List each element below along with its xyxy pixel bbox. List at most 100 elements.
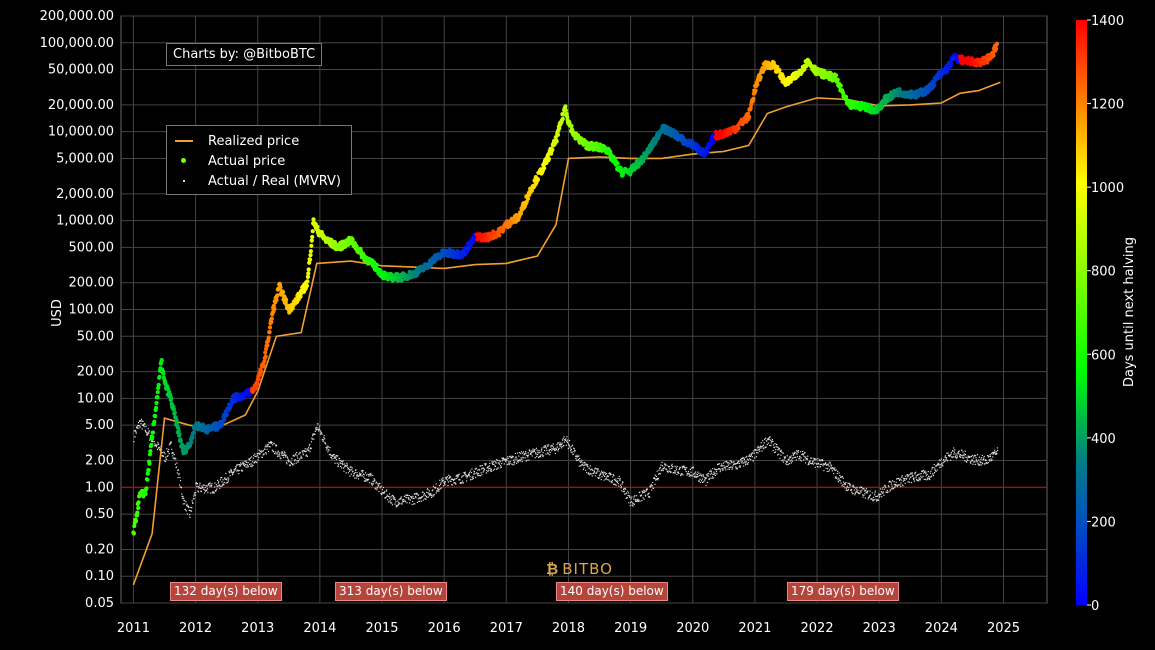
- mvrv-point: [678, 468, 680, 470]
- mvrv-point: [607, 475, 609, 478]
- mvrv-point: [337, 455, 339, 457]
- mvrv-point: [542, 455, 544, 457]
- mvrv-point: [763, 442, 765, 444]
- mvrv-point: [580, 461, 583, 463]
- mvrv-point: [156, 444, 158, 446]
- mvrv-point: [465, 475, 467, 477]
- mvrv-point: [610, 472, 612, 474]
- mvrv-point: [823, 469, 825, 472]
- mvrv-point: [631, 504, 633, 506]
- mvrv-point: [645, 488, 647, 490]
- mvrv-point: [649, 485, 651, 487]
- mvrv-point: [230, 468, 232, 470]
- mvrv-point: [762, 440, 764, 442]
- mvrv-point: [706, 481, 709, 484]
- mvrv-point: [926, 479, 928, 481]
- price-point: [305, 274, 310, 279]
- mvrv-point: [522, 457, 524, 459]
- mvrv-point: [455, 475, 457, 477]
- mvrv-point: [265, 444, 267, 446]
- mvrv-point: [812, 463, 814, 465]
- mvrv-point: [416, 501, 418, 503]
- mvrv-point: [536, 454, 539, 456]
- mvrv-point: [209, 482, 211, 484]
- mvrv-point: [619, 478, 621, 480]
- y-axis-label: USD: [50, 299, 65, 327]
- mvrv-point: [481, 464, 483, 467]
- mvrv-point: [561, 442, 563, 444]
- mvrv-point: [828, 469, 831, 471]
- mvrv-point: [340, 462, 342, 465]
- mvrv-point: [661, 461, 663, 463]
- mvrv-point: [155, 446, 157, 448]
- mvrv-point: [554, 449, 556, 452]
- mvrv-point: [865, 491, 867, 493]
- mvrv-point: [533, 450, 536, 452]
- mvrv-point: [789, 456, 791, 458]
- mvrv-point: [211, 483, 213, 485]
- mvrv-point: [744, 462, 746, 464]
- mvrv-point: [781, 451, 783, 453]
- mvrv-point: [447, 479, 449, 481]
- mvrv-point: [953, 453, 955, 455]
- mvrv-point: [745, 461, 747, 463]
- mvrv-point: [642, 491, 644, 493]
- mvrv-point: [224, 477, 226, 479]
- mvrv-point: [769, 439, 772, 441]
- mvrv-point: [619, 479, 621, 482]
- mvrv-point: [809, 461, 811, 463]
- mvrv-point: [954, 455, 957, 457]
- mvrv-point: [464, 473, 466, 475]
- mvrv-point: [625, 493, 627, 495]
- price-point: [546, 156, 552, 161]
- mvrv-point: [237, 463, 239, 466]
- mvrv-point: [828, 465, 830, 467]
- mvrv-point: [137, 422, 140, 424]
- mvrv-point: [425, 496, 427, 498]
- mvrv-point: [674, 470, 676, 472]
- mvrv-point: [244, 463, 247, 465]
- mvrv-point: [822, 460, 824, 462]
- mvrv-point: [426, 496, 428, 498]
- mvrv-point: [227, 480, 229, 482]
- mvrv-point: [838, 477, 840, 479]
- mvrv-point: [546, 444, 548, 446]
- below-badge-1: 132 day(s) below: [170, 582, 282, 601]
- mvrv-point: [826, 470, 828, 473]
- mvrv-point: [731, 467, 734, 469]
- mvrv-point: [825, 462, 827, 464]
- mvrv-point: [457, 476, 459, 478]
- price-point: [615, 161, 620, 166]
- mvrv-point: [851, 485, 853, 487]
- mvrv-point: [407, 494, 409, 496]
- mvrv-point: [148, 430, 150, 432]
- mvrv-point: [208, 482, 210, 485]
- price-point: [154, 400, 159, 406]
- mvrv-point: [179, 477, 181, 479]
- mvrv-point: [863, 488, 865, 490]
- mvrv-point: [938, 464, 940, 466]
- mvrv-point: [993, 451, 995, 453]
- mvrv-point: [929, 476, 931, 478]
- mvrv-point: [726, 465, 728, 467]
- mvrv-point: [617, 483, 619, 485]
- mvrv-point: [739, 462, 741, 464]
- mvrv-point: [547, 452, 549, 454]
- mvrv-point: [243, 463, 245, 465]
- mvrv-point: [505, 458, 508, 460]
- mvrv-point: [244, 465, 246, 467]
- mvrv-point: [663, 466, 665, 468]
- mvrv-point: [822, 465, 824, 467]
- mvrv-point: [189, 514, 191, 516]
- mvrv-point: [518, 455, 520, 457]
- mvrv-point: [836, 477, 838, 479]
- mvrv-point: [266, 444, 269, 446]
- mvrv-point: [478, 472, 480, 475]
- mvrv-point: [431, 494, 433, 496]
- mvrv-point: [819, 463, 821, 466]
- mvrv-point: [317, 423, 319, 425]
- mvrv-point: [577, 459, 579, 461]
- mvrv-point: [761, 450, 763, 452]
- mvrv-point: [624, 487, 626, 489]
- price-point: [309, 238, 314, 243]
